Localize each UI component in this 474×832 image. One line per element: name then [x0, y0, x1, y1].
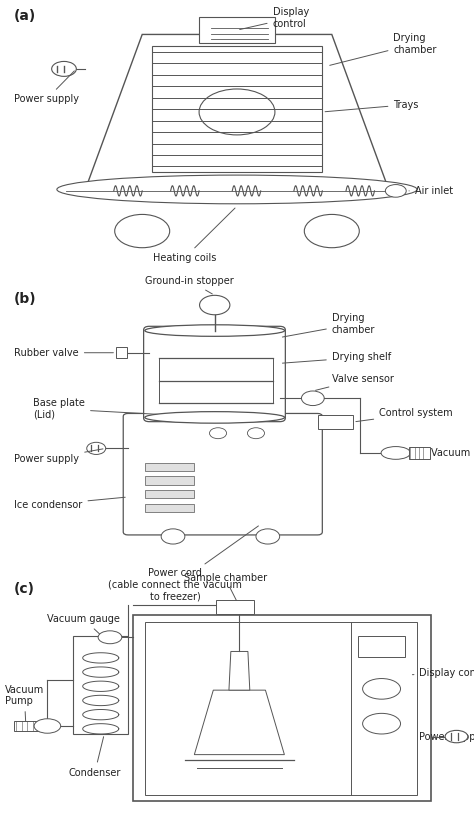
Text: Base plate
(Lid): Base plate (Lid)	[33, 398, 206, 419]
Circle shape	[98, 631, 122, 644]
Bar	[145, 463, 194, 471]
Circle shape	[304, 215, 359, 248]
Text: (a): (a)	[14, 8, 36, 22]
Bar	[116, 347, 127, 358]
Text: Ground-in stopper: Ground-in stopper	[145, 276, 234, 294]
Text: (c): (c)	[14, 582, 35, 596]
Text: Display
control: Display control	[240, 7, 309, 29]
Bar	[73, 636, 128, 734]
Bar	[152, 46, 322, 172]
Text: Display contro l: Display contro l	[412, 668, 474, 678]
Bar	[145, 622, 417, 795]
Circle shape	[247, 428, 264, 438]
Text: Sample chamber: Sample chamber	[183, 573, 267, 604]
Circle shape	[363, 679, 401, 699]
Bar	[318, 415, 353, 428]
Bar	[409, 447, 430, 458]
Ellipse shape	[57, 175, 417, 204]
Circle shape	[256, 529, 280, 544]
Bar	[133, 616, 431, 801]
Bar	[145, 503, 194, 513]
Bar	[145, 477, 194, 485]
Circle shape	[210, 428, 227, 438]
Circle shape	[363, 713, 401, 734]
FancyBboxPatch shape	[123, 414, 322, 535]
Text: Condenser: Condenser	[69, 736, 121, 778]
Ellipse shape	[145, 412, 284, 423]
Bar	[358, 636, 405, 656]
Text: Drying
chamber: Drying chamber	[330, 33, 437, 66]
Bar	[14, 721, 40, 731]
Text: Ice condensor: Ice condensor	[14, 498, 125, 509]
Bar	[145, 490, 194, 498]
Polygon shape	[194, 690, 284, 755]
Polygon shape	[229, 651, 250, 690]
Text: Vacuum
Pump: Vacuum Pump	[5, 685, 44, 727]
Text: Power supply: Power supply	[419, 731, 474, 741]
Circle shape	[445, 730, 468, 743]
Circle shape	[115, 215, 170, 248]
Circle shape	[34, 719, 61, 733]
Text: Trays: Trays	[325, 100, 419, 111]
Text: Drying shelf: Drying shelf	[283, 352, 391, 363]
Text: Power supply: Power supply	[14, 449, 103, 464]
Text: Drying
chamber: Drying chamber	[283, 314, 375, 337]
Text: (b): (b)	[14, 292, 37, 306]
Polygon shape	[85, 34, 389, 190]
Text: Heating coils: Heating coils	[153, 208, 235, 263]
Circle shape	[301, 391, 324, 405]
Text: Power cord
(cable connect the vacuum
to freezer): Power cord (cable connect the vacuum to …	[109, 526, 258, 602]
Circle shape	[87, 443, 106, 454]
Ellipse shape	[145, 324, 284, 336]
Text: Vacuum gauge: Vacuum gauge	[47, 614, 120, 641]
Ellipse shape	[381, 447, 410, 459]
Text: Rubber valve: Rubber valve	[14, 348, 113, 358]
Text: Vacuum pump: Vacuum pump	[418, 448, 474, 458]
Bar	[199, 17, 275, 43]
Text: Valve sensor: Valve sensor	[316, 374, 394, 390]
Bar	[216, 600, 254, 614]
Text: Power supply: Power supply	[14, 71, 79, 104]
Circle shape	[200, 295, 230, 314]
Text: Air inlet: Air inlet	[409, 186, 453, 196]
Circle shape	[161, 529, 185, 544]
Text: Control system: Control system	[356, 409, 453, 422]
FancyBboxPatch shape	[144, 326, 285, 422]
Circle shape	[52, 62, 76, 77]
Circle shape	[385, 185, 406, 197]
